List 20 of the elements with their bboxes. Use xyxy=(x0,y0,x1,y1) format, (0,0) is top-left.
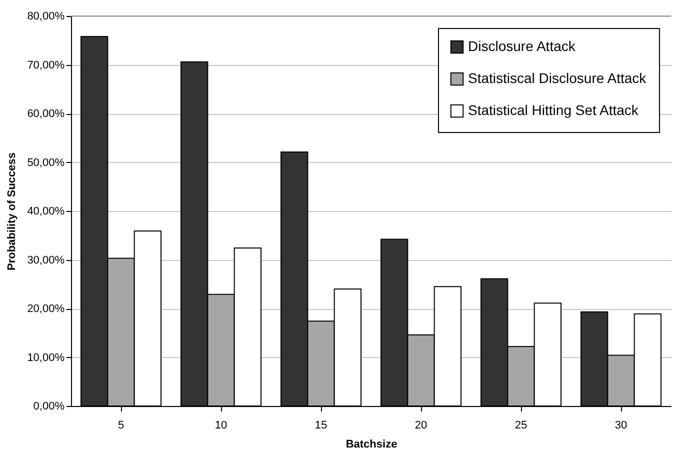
x-tick-label: 25 xyxy=(514,420,528,432)
y-tick-label: 20,00% xyxy=(27,303,65,315)
y-tick-label: 10,00% xyxy=(27,352,65,364)
x-tick-label: 30 xyxy=(614,420,628,432)
x-tick-label: 5 xyxy=(118,420,124,432)
y-axis-title: Probability of Success xyxy=(6,152,18,270)
y-tick-label: 40,00% xyxy=(27,206,65,218)
y-tick-label: 70,00% xyxy=(27,59,65,72)
legend-label: Disclosure Attack xyxy=(468,38,576,54)
x-tick-label: 20 xyxy=(414,420,428,432)
x-axis-title: Batchsize xyxy=(346,438,398,450)
legend-label: Statistical Hitting Set Attack xyxy=(468,102,640,118)
y-tick-label: 50,00% xyxy=(27,156,65,169)
y-tick-label: 30,00% xyxy=(27,254,65,266)
legend-label: Statistiscal Disclosure Attack xyxy=(468,70,648,86)
y-tick-label: 0,00% xyxy=(33,400,65,412)
x-tick-label: 10 xyxy=(214,420,228,432)
y-tick-label: 80,00% xyxy=(27,10,65,22)
x-tick-label: 15 xyxy=(314,420,328,432)
y-tick-label: 60,00% xyxy=(27,108,65,120)
